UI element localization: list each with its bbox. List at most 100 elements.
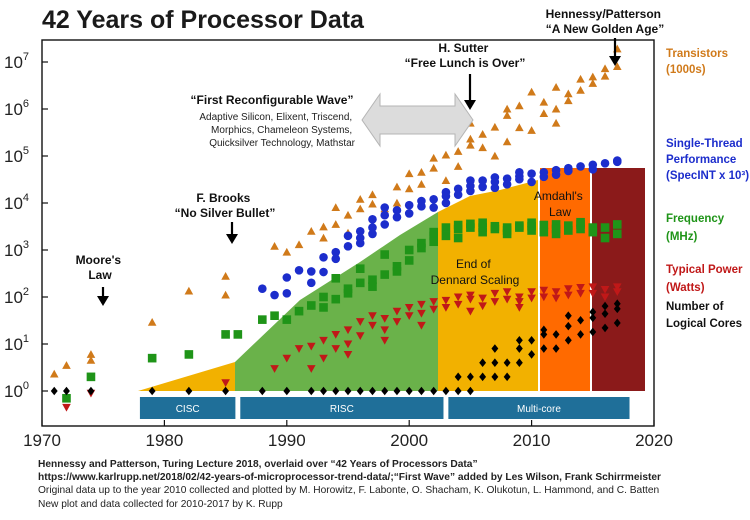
point-triangle-up [551,104,561,113]
point-circle [527,169,536,179]
point-square [429,227,438,237]
point-triangle-down [62,403,71,412]
point-triangle-down [355,318,365,326]
point-triangle-down [527,294,536,303]
point-triangle-up [588,79,598,87]
point-circle [551,170,561,180]
point-triangle-down [429,298,438,306]
point-diamond [430,386,438,396]
point-square [441,223,451,232]
annotations: Hennessy/Patterson “A New Golden Age” H.… [76,7,664,306]
point-square [502,223,512,232]
point-triangle-down [576,283,585,292]
point-triangle-down [429,305,438,314]
point-square [502,229,512,239]
point-circle [612,156,622,165]
point-circle [270,290,279,300]
point-triangle-down [417,300,426,309]
point-square [355,264,365,274]
point-square [233,330,243,339]
point-square [368,275,377,285]
y-tick-label: 103 [4,239,29,260]
point-triangle-down [392,307,402,316]
point-square [343,284,353,294]
point-triangle-down [539,286,549,295]
point-circle [355,238,365,248]
y-tick-label: 101 [4,333,29,354]
point-diamond [418,386,425,396]
point-diamond [491,344,499,353]
point-circle [282,273,292,282]
point-diamond [258,386,266,396]
point-circle [576,162,585,171]
point-triangle-up [331,203,341,211]
region-dennard-scaling [438,180,538,391]
point-circle [380,203,390,212]
point-square [331,273,341,283]
point-triangle-down [564,285,573,294]
point-diamond [515,358,523,368]
arrow-sutter-head [464,100,476,110]
point-triangle-up [343,210,353,219]
point-circle [478,182,487,192]
point-triangle-down [368,312,377,321]
point-square [319,292,328,302]
point-square [184,350,194,359]
y-tick-label: 107 [4,51,29,72]
point-triangle-down [551,288,561,296]
y-tick-exp: 2 [23,286,29,298]
point-diamond [528,335,536,345]
era-label: CISC [176,404,200,415]
point-triangle-down [368,321,377,330]
point-circle [417,202,426,211]
x-tick-label: 2010 [513,431,551,450]
point-triangle-down [319,354,328,363]
point-triangle-down [551,294,561,303]
point-square [86,372,96,382]
legend-single-thread: Single-Thread Performance (SpecINT x 10³… [666,138,749,182]
point-triangle-up [515,123,524,132]
y-tick-label: 100 [4,380,29,401]
plot-frame [41,39,655,427]
point-diamond [589,327,597,337]
point-diamond [332,386,340,396]
point-square [368,282,377,291]
point-diamond [528,350,536,359]
point-triangle-down [490,298,500,306]
point-triangle-down [380,336,390,345]
legend: Transistors (1000s) Single-Thread Perfor… [666,48,749,330]
annotation-first-wave-detail: Adaptive Silicon, Elixent, Triscend, Mor… [199,112,355,149]
point-triangle-up [355,204,365,213]
point-square [551,220,561,229]
point-square [576,217,585,227]
era-bar-cisc [139,397,236,419]
point-triangle-down [306,342,316,351]
point-diamond [381,386,389,396]
point-square [404,245,414,255]
y-tick-base: 10 [4,194,23,213]
point-triangle-down [588,283,598,292]
point-diamond [552,330,560,339]
point-triangle-up [600,71,610,80]
point-triangle-down [343,340,353,349]
point-square [515,221,524,230]
x-tick-label: 1990 [268,431,306,450]
point-triangle-up [466,140,475,149]
point-diamond [540,344,548,353]
point-triangle-up [478,143,487,152]
point-diamond [613,318,621,328]
point-triangle-down [612,288,622,296]
point-triangle-up [417,167,426,176]
point-circle [515,174,524,184]
era-bar-multi-core [448,397,630,419]
point-circle [306,267,316,276]
point-diamond [185,386,193,396]
point-triangle-up [392,198,402,207]
point-square [453,220,463,230]
point-triangle-up [502,137,512,146]
point-triangle-up [429,153,438,162]
point-square [343,288,353,298]
point-triangle-down [453,293,463,302]
point-circle [564,166,573,176]
